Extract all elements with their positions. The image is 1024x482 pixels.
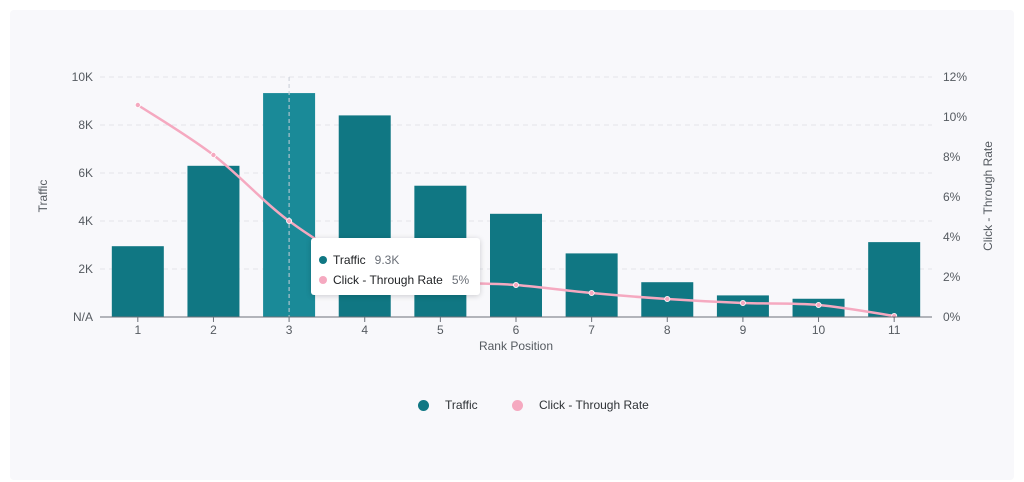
ctr-point[interactable] <box>210 151 217 158</box>
y2-tick-label: 0% <box>943 310 961 324</box>
ctr-legend-dot-icon <box>512 399 523 411</box>
traffic-bar[interactable] <box>111 246 164 317</box>
legend-item-ctr[interactable]: Click - Through Rate <box>512 396 649 414</box>
traffic-bar[interactable] <box>490 213 542 317</box>
y-tick-label: 10K <box>72 70 93 84</box>
tooltip-row-ctr: Click - Through Rate 5% <box>319 272 469 288</box>
ctr-point[interactable] <box>739 299 746 306</box>
x-tick-label: 4 <box>361 323 368 337</box>
x-tick-label: 2 <box>210 323 217 337</box>
x-tick-label: 9 <box>740 323 747 337</box>
y-axis-ticks: N/A 2K 4K 6K 8K 10K <box>72 70 93 324</box>
y2-tick-label: 10% <box>943 110 967 124</box>
y2-tick-label: 2% <box>943 270 961 284</box>
traffic-bar[interactable] <box>868 242 921 317</box>
x-tick-label: 1 <box>134 323 141 337</box>
y2-tick-label: 8% <box>943 150 961 164</box>
y-tick-label: N/A <box>73 310 93 324</box>
tooltip-traffic-label: Traffic <box>333 253 366 267</box>
traffic-bars <box>111 93 921 318</box>
y2-tick-label: 4% <box>943 230 961 244</box>
y2-axis-ticks: 0% 2% 4% 6% 8% 10% 12% <box>943 70 967 324</box>
x-axis-ticks: 1 2 3 4 5 6 7 8 9 10 11 <box>134 317 901 337</box>
traffic-bar[interactable] <box>565 253 618 317</box>
ctr-point[interactable] <box>664 295 671 302</box>
ctr-point[interactable] <box>134 102 141 109</box>
chart-tooltip: Traffic 9.3K Click - Through Rate 5% <box>311 238 480 295</box>
legend-ctr-label: Click - Through Rate <box>539 398 649 412</box>
ctr-dot-icon <box>319 276 327 284</box>
y-tick-label: 2K <box>78 262 93 276</box>
legend-traffic-label: Traffic <box>445 398 478 412</box>
traffic-bar[interactable] <box>187 165 240 317</box>
x-tick-label: 10 <box>812 323 826 337</box>
traffic-legend-dot-icon <box>418 399 429 411</box>
x-axis-title: Rank Position <box>479 339 553 353</box>
tooltip-row-traffic: Traffic 9.3K <box>319 252 399 268</box>
y-tick-label: 4K <box>78 214 93 228</box>
traffic-bar[interactable] <box>716 295 769 317</box>
traffic-dot-icon <box>319 256 327 264</box>
y2-tick-label: 12% <box>943 70 967 84</box>
x-tick-label: 8 <box>664 323 671 337</box>
ctr-point[interactable] <box>513 281 520 288</box>
ctr-line-series <box>134 102 898 319</box>
ctr-point[interactable] <box>815 301 822 308</box>
y-axis-title: Traffic <box>36 180 50 213</box>
x-tick-label: 6 <box>513 323 520 337</box>
legend-item-traffic[interactable]: Traffic <box>418 396 478 414</box>
chart-legend: Traffic Click - Through Rate <box>0 396 1024 414</box>
x-tick-label: 7 <box>588 323 595 337</box>
y2-tick-label: 6% <box>943 190 961 204</box>
tooltip-ctr-label: Click - Through Rate <box>333 273 443 287</box>
tooltip-traffic-value: 9.3K <box>374 253 400 267</box>
y-tick-label: 8K <box>78 118 93 132</box>
tooltip-ctr-value: 5% <box>451 273 470 287</box>
y2-axis-title: Click - Through Rate <box>981 141 995 251</box>
x-tick-label: 11 <box>888 323 901 337</box>
x-tick-label: 5 <box>437 323 444 337</box>
y-tick-label: 6K <box>78 166 93 180</box>
ctr-line-path <box>137 103 895 318</box>
ctr-point[interactable] <box>286 217 293 224</box>
ctr-point[interactable] <box>588 289 595 296</box>
x-tick-label: 3 <box>286 323 293 337</box>
